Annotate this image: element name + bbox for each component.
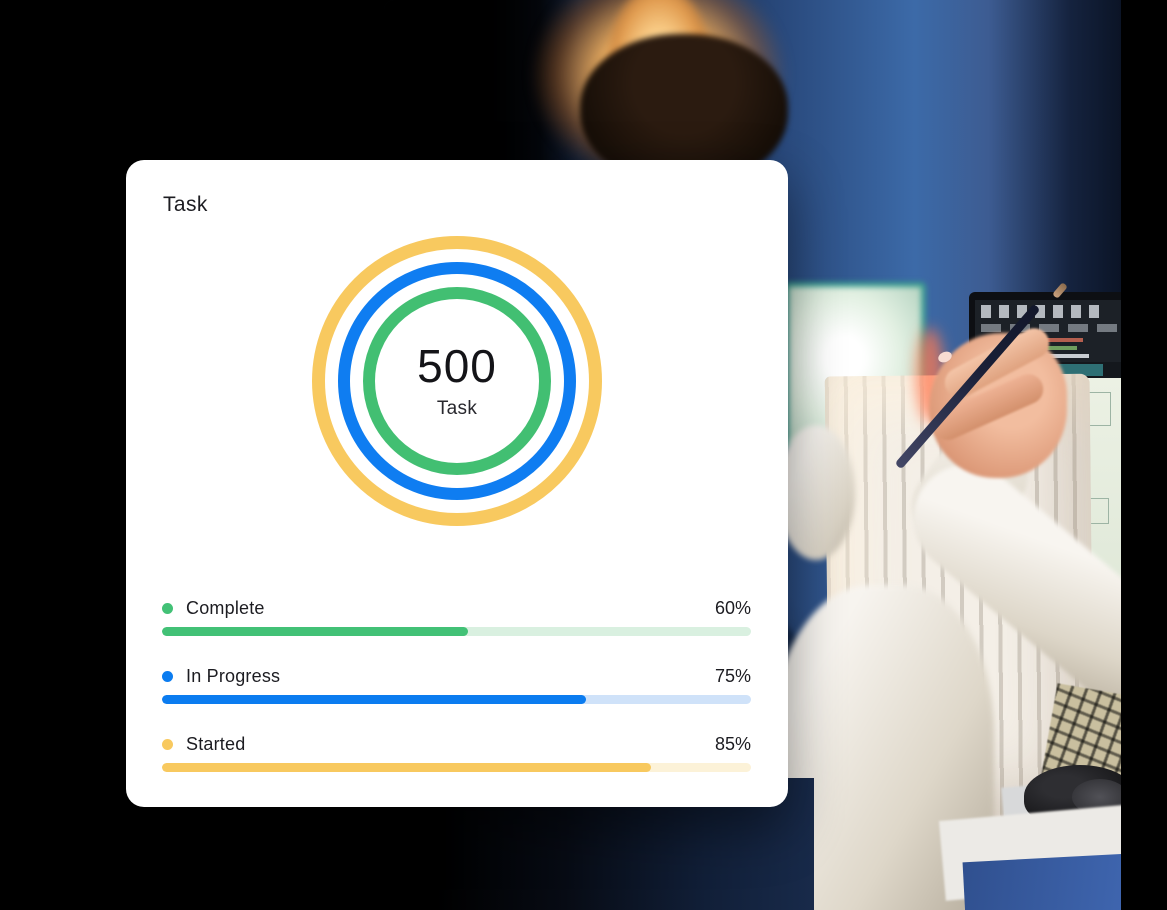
ring-started: 500 Task [312,236,602,526]
photo-cad-menu-row [981,324,1121,332]
progress-row-in-progress: In Progress 75% [162,664,751,704]
progress-percent: 75% [714,665,751,686]
total-task-value: 500 [417,339,497,392]
ring-complete: 500 Task [363,287,551,475]
photo-cad-menu-item-white [1037,354,1089,358]
progress-label: Started [186,733,246,754]
progress-track [162,763,751,772]
photo-desk-mat [962,853,1121,910]
photo-cad-menu-item-red [1037,338,1083,342]
photo-cad-toolbar-icons [981,305,1099,318]
photo-sleeve-shoulder [777,425,855,560]
ring-in-progress: 500 Task [338,262,576,500]
progress-label: In Progress [186,665,281,686]
photo-cad-menu-item-green [1037,346,1077,350]
status-dot-in-progress [162,670,173,682]
progress-row-started: Started 85% [162,732,751,772]
progress-fill [162,763,651,772]
progress-label: Complete [186,597,265,618]
progress-row-header: In Progress 75% [162,664,751,688]
progress-row-complete: Complete 60% [162,596,751,636]
progress-track [162,627,751,636]
progress-row-header: Started 85% [162,732,751,756]
progress-percent: 85% [714,733,751,754]
task-card: Task 500 Task Complete 60% [126,160,788,807]
status-dot-complete [162,602,173,614]
progress-row-header: Complete 60% [162,596,751,620]
task-rings: 500 Task [312,236,602,526]
progress-list: Complete 60% In Progress 75% [162,596,751,800]
progress-fill [162,627,469,636]
status-dot-started [162,738,173,750]
card-title: Task [163,193,208,216]
progress-percent: 60% [714,597,751,618]
progress-track [162,695,751,704]
progress-fill [162,695,587,704]
total-task-label: Task [436,397,478,419]
